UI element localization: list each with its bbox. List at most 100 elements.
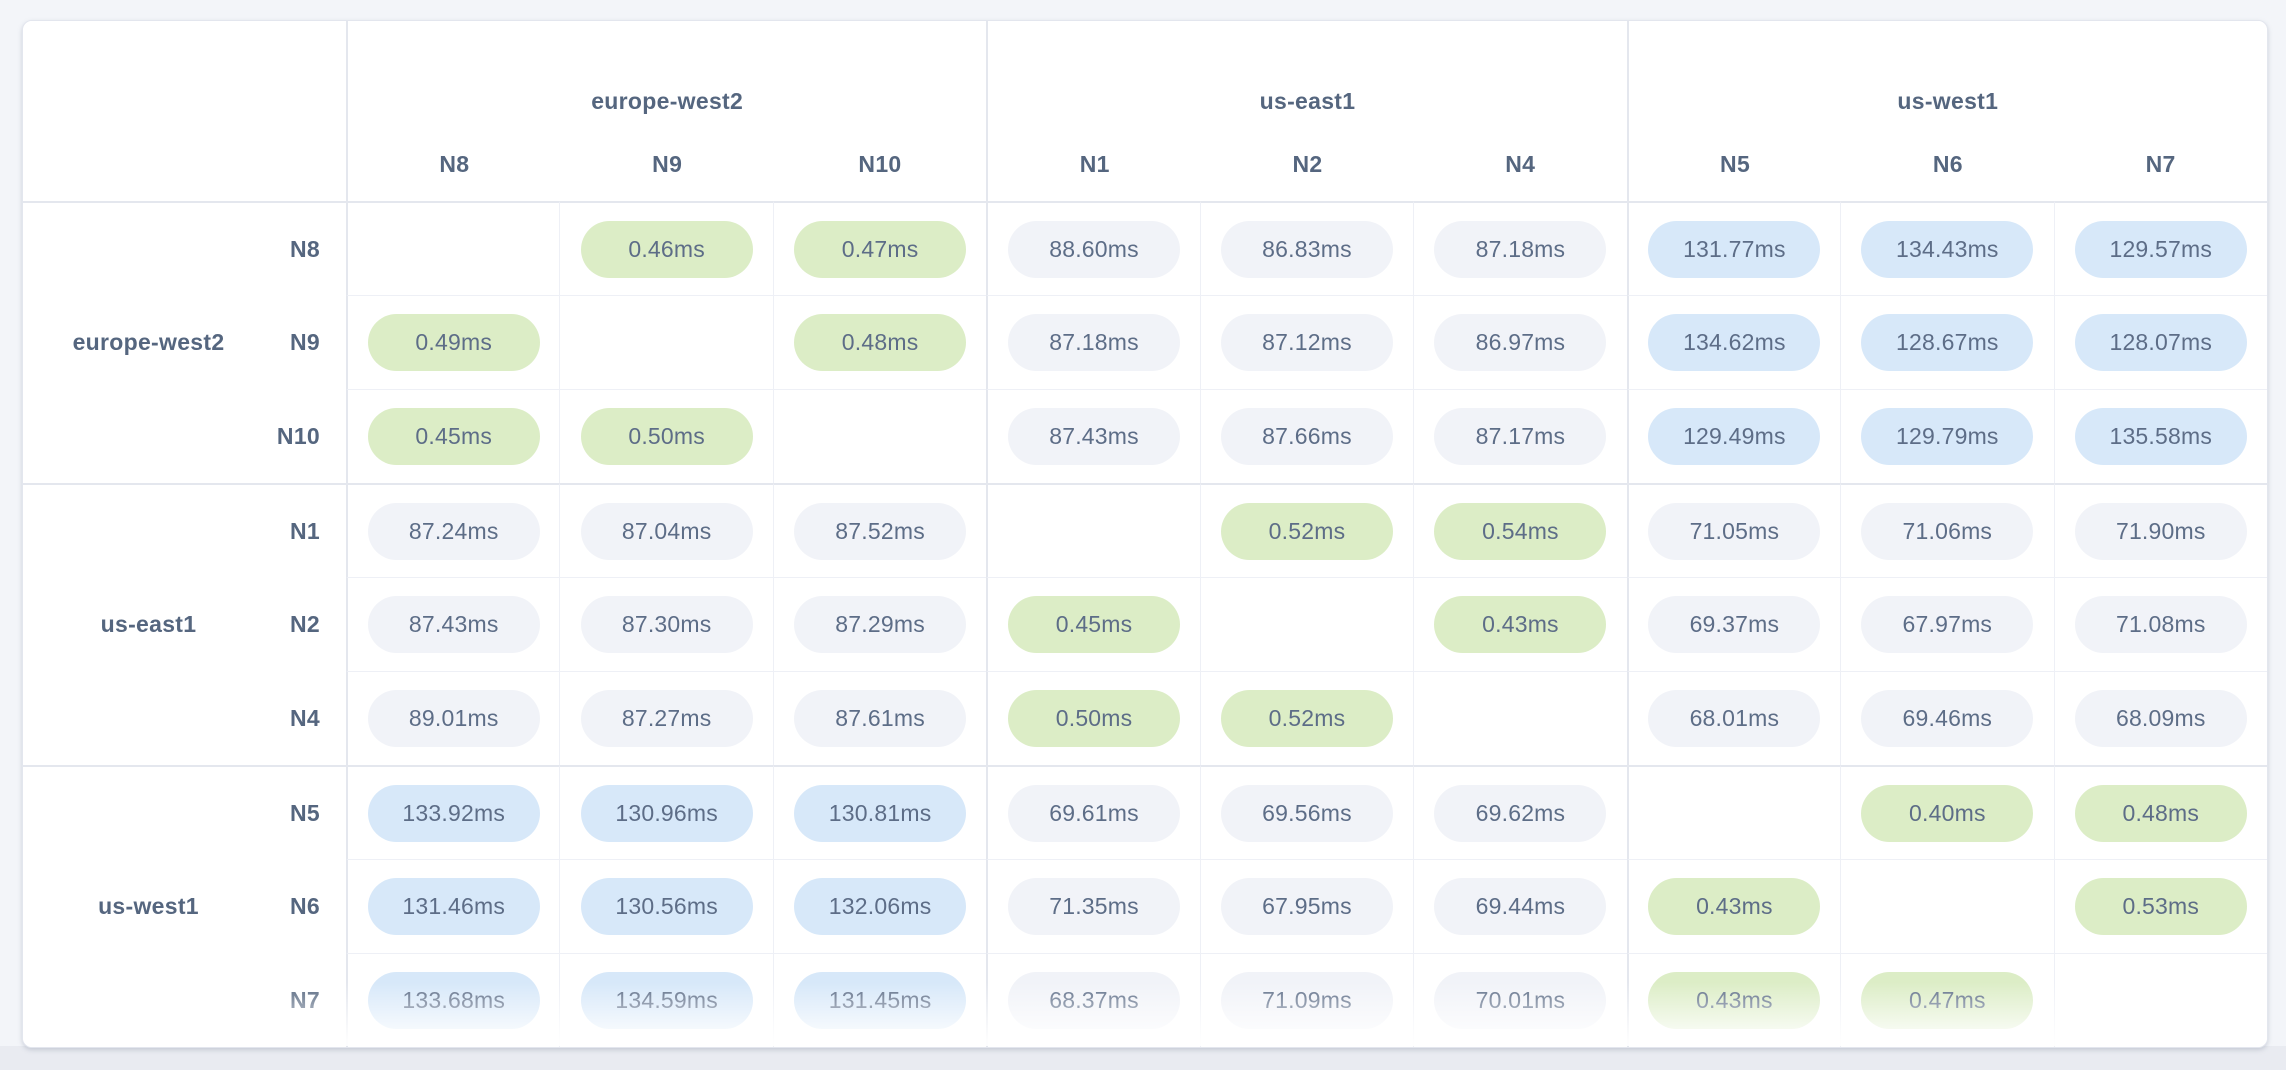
latency-cell: 89.01ms bbox=[346, 671, 560, 765]
latency-value-pill: 87.52ms bbox=[794, 502, 967, 560]
latency-cell: 128.67ms bbox=[1840, 295, 2054, 389]
latency-value-pill: 131.45ms bbox=[794, 972, 967, 1029]
latency-cell: 0.40ms bbox=[1840, 765, 2054, 859]
latency-cell bbox=[1199, 577, 1414, 671]
node-column-header-row: N5 N6 N7 bbox=[1629, 127, 2267, 201]
latency-value-pill: 130.56ms bbox=[580, 878, 753, 935]
node-column-header-row: N1 N2 N4 bbox=[988, 127, 1626, 201]
row-label-cell: N4 bbox=[23, 671, 346, 765]
column-group-title-wrap: us-west1 bbox=[1629, 21, 2267, 127]
latency-cell: 87.18ms bbox=[986, 295, 1200, 389]
node-column-header: N2 bbox=[1292, 150, 1323, 177]
column-group-region-title: us-east1 bbox=[1259, 88, 1356, 114]
row-label-cell: us-east1 N2 bbox=[23, 577, 346, 671]
node-column-header-row: N8 N9 N10 bbox=[348, 127, 986, 201]
latency-value-pill: 0.50ms bbox=[580, 408, 753, 465]
latency-cell: 87.29ms bbox=[772, 577, 987, 671]
latency-value-pill: 71.90ms bbox=[2074, 502, 2247, 560]
latency-value-pill: 133.68ms bbox=[367, 972, 540, 1029]
node-row-label: N8 bbox=[289, 235, 320, 262]
latency-cell: 130.81ms bbox=[772, 765, 987, 859]
node-row-label: N10 bbox=[276, 422, 320, 449]
latency-cell: 86.83ms bbox=[1199, 201, 1414, 295]
latency-cell: 70.01ms bbox=[1413, 953, 1627, 1047]
latency-value-pill: 0.46ms bbox=[580, 220, 753, 278]
latency-value-pill: 131.46ms bbox=[367, 878, 540, 935]
latency-value-pill: 87.12ms bbox=[1220, 314, 1393, 371]
latency-value-pill: 87.43ms bbox=[1008, 408, 1181, 465]
latency-cell: 69.62ms bbox=[1413, 765, 1627, 859]
latency-cell: 87.30ms bbox=[559, 577, 773, 671]
latency-cell bbox=[772, 389, 987, 483]
latency-cell: 0.50ms bbox=[559, 389, 773, 483]
node-row-label: N2 bbox=[289, 610, 320, 637]
latency-value-pill: 134.43ms bbox=[1861, 220, 2034, 278]
latency-value-pill: 133.92ms bbox=[367, 784, 540, 842]
latency-cell: 129.57ms bbox=[2053, 201, 2267, 295]
column-group-region-title: us-west1 bbox=[1897, 88, 1999, 114]
latency-value-pill: 0.52ms bbox=[1220, 690, 1393, 747]
latency-value-pill: 67.97ms bbox=[1861, 596, 2034, 653]
latency-value-pill: 0.45ms bbox=[1008, 596, 1181, 653]
node-row-label: N7 bbox=[289, 986, 320, 1013]
latency-value-pill: 69.56ms bbox=[1220, 784, 1393, 842]
latency-cell: 130.96ms bbox=[559, 765, 773, 859]
latency-cell: 131.77ms bbox=[1626, 201, 1841, 295]
latency-value-pill: 68.01ms bbox=[1648, 690, 1821, 747]
latency-value-pill: 70.01ms bbox=[1434, 972, 1607, 1029]
latency-value-pill: 67.95ms bbox=[1220, 878, 1393, 935]
latency-cell bbox=[986, 483, 1200, 577]
latency-value-pill: 0.50ms bbox=[1008, 690, 1181, 747]
latency-value-pill: 129.49ms bbox=[1648, 408, 1821, 465]
latency-value-pill: 131.77ms bbox=[1648, 220, 1821, 278]
latency-cell bbox=[559, 295, 773, 389]
column-group-header: us-west1 N5 N6 N7 bbox=[1626, 21, 2267, 201]
latency-cell: 67.97ms bbox=[1840, 577, 2054, 671]
latency-cell: 67.95ms bbox=[1199, 859, 1414, 953]
latency-value-pill: 0.48ms bbox=[2074, 784, 2247, 842]
latency-value-pill: 71.05ms bbox=[1648, 502, 1821, 560]
latency-value-pill: 88.60ms bbox=[1008, 220, 1181, 278]
latency-value-pill: 0.43ms bbox=[1648, 972, 1821, 1029]
latency-cell: 0.45ms bbox=[346, 389, 560, 483]
node-column-header: N10 bbox=[858, 150, 902, 177]
latency-cell bbox=[1840, 859, 2054, 953]
latency-cell: 0.47ms bbox=[772, 201, 987, 295]
latency-cell: 87.12ms bbox=[1199, 295, 1414, 389]
region-row-label: europe-west2 bbox=[72, 328, 225, 355]
latency-cell: 71.08ms bbox=[2053, 577, 2267, 671]
node-row-label: N4 bbox=[289, 704, 320, 731]
latency-cell: 0.50ms bbox=[986, 671, 1200, 765]
latency-cell: 133.92ms bbox=[346, 765, 560, 859]
latency-cell: 87.04ms bbox=[559, 483, 773, 577]
latency-cell: 71.35ms bbox=[986, 859, 1200, 953]
latency-cell: 129.49ms bbox=[1626, 389, 1841, 483]
latency-cell: 68.09ms bbox=[2053, 671, 2267, 765]
latency-value-pill: 128.07ms bbox=[2074, 314, 2247, 371]
latency-value-pill: 69.61ms bbox=[1008, 784, 1181, 842]
latency-value-pill: 87.66ms bbox=[1220, 408, 1393, 465]
latency-cell: 88.60ms bbox=[986, 201, 1200, 295]
latency-value-pill: 86.97ms bbox=[1434, 314, 1607, 371]
column-group-title-wrap: europe-west2 bbox=[348, 21, 986, 127]
latency-value-pill: 87.27ms bbox=[580, 690, 753, 747]
latency-value-pill: 0.47ms bbox=[794, 220, 967, 278]
latency-cell bbox=[1413, 671, 1627, 765]
region-row-label: us-east1 bbox=[100, 610, 197, 637]
latency-cell: 0.43ms bbox=[1626, 953, 1841, 1047]
latency-value-pill: 69.37ms bbox=[1648, 596, 1821, 653]
latency-cell bbox=[1626, 765, 1841, 859]
latency-cell: 87.17ms bbox=[1413, 389, 1627, 483]
latency-value-pill: 128.67ms bbox=[1861, 314, 2034, 371]
row-label-cell: N8 bbox=[23, 201, 346, 295]
latency-cell: 86.97ms bbox=[1413, 295, 1627, 389]
row-label-cell: N5 bbox=[23, 765, 346, 859]
latency-value-pill: 134.62ms bbox=[1648, 314, 1821, 371]
latency-cell: 69.46ms bbox=[1840, 671, 2054, 765]
latency-cell: 68.01ms bbox=[1626, 671, 1841, 765]
latency-cell: 87.27ms bbox=[559, 671, 773, 765]
latency-value-pill: 89.01ms bbox=[367, 690, 540, 747]
latency-value-pill: 71.08ms bbox=[2074, 596, 2247, 653]
node-row-label: N9 bbox=[289, 328, 320, 355]
latency-cell: 0.49ms bbox=[346, 295, 560, 389]
